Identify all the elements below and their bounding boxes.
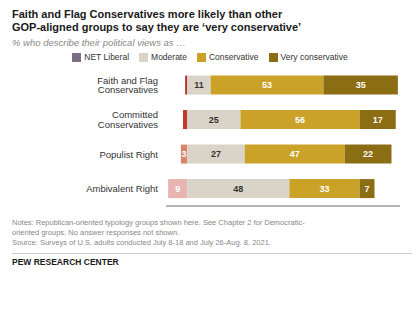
svg-text:22: 22 [363,149,373,159]
html-text:% who describe their political: % who describe their political views as … [12,37,186,48]
svg-text:48: 48 [233,184,243,194]
svg-text:CommittedConservatives: CommittedConservatives [98,109,158,130]
svg-text:35: 35 [356,80,366,90]
svg-text:56: 56 [295,115,305,125]
svg-text:Populist Right: Populist Right [99,149,158,160]
html-text:oriented groups. No answer res: oriented groups. No answer responses not… [12,228,180,237]
svg-text:3: 3 [182,149,187,159]
svg-text:7: 7 [365,184,370,194]
svg-text:47: 47 [290,149,300,159]
html-text:Notes: Republican-oriented typ: Notes: Republican-oriented typology grou… [12,218,305,227]
html-text:Very conservative: Very conservative [280,52,348,62]
svg-text:33: 33 [319,184,329,194]
svg-text:25: 25 [209,115,219,125]
svg-text:53: 53 [262,80,272,90]
html-text:GOP-aligned groups to say they: GOP-aligned groups to say they are ‘very… [12,21,302,33]
html-text:Conservative: Conservative [209,52,259,62]
svg-text:9: 9 [175,184,180,194]
svg-text:11: 11 [194,80,204,90]
svg-text:27: 27 [211,149,221,159]
html-text:Moderate: Moderate [151,52,187,62]
html-text:Faith and Flag Conservatives m: Faith and Flag Conservatives more likely… [12,8,283,20]
html-text:PEW RESEARCH CENTER: PEW RESEARCH CENTER [12,257,119,267]
svg-text:Faith and FlagConservatives: Faith and FlagConservatives [97,75,158,96]
svg-text:Ambivalent Right: Ambivalent Right [86,183,158,194]
html-text:Source: Surveys of U.S. adults: Source: Surveys of U.S. adults conducted… [12,238,271,247]
html-text:NET Liberal: NET Liberal [84,52,129,62]
svg-text:17: 17 [373,115,383,125]
